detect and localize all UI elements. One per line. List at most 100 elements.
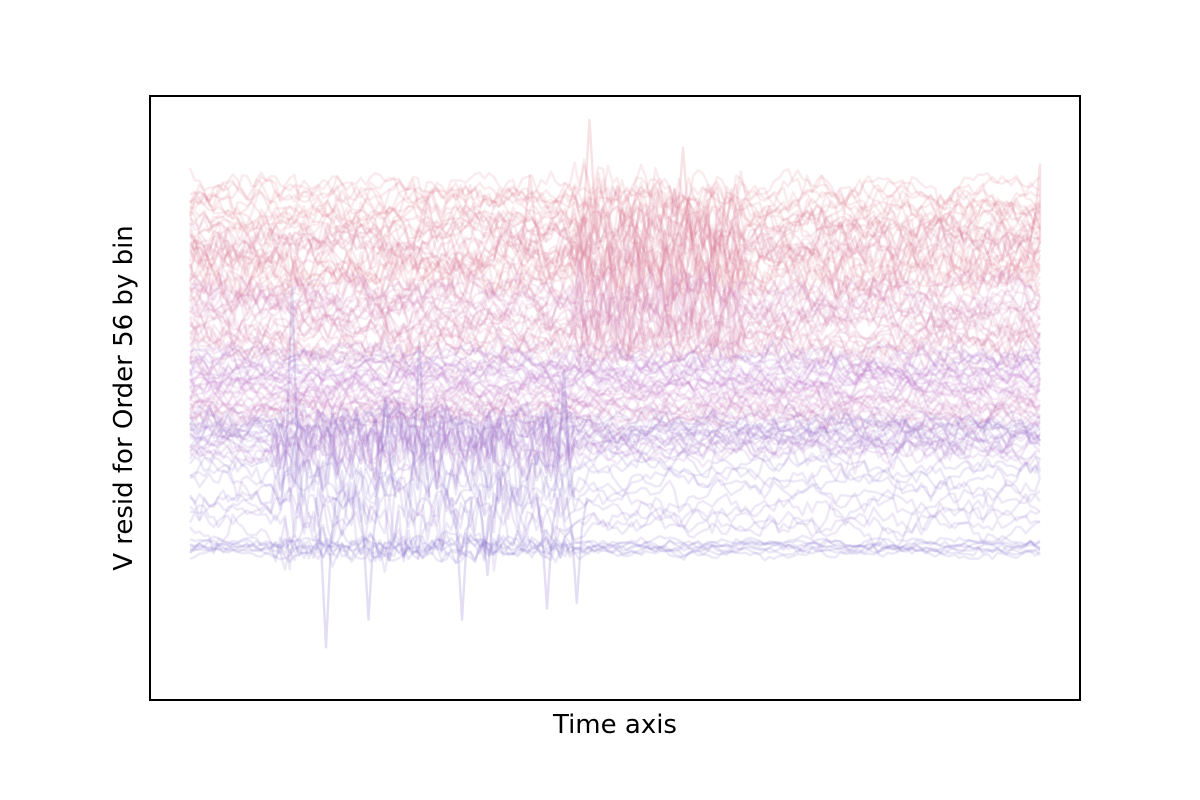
series-line-116 xyxy=(189,449,1042,518)
series-line-76 xyxy=(189,366,1041,409)
series-line-89 xyxy=(189,392,1041,430)
series-line-128 xyxy=(189,533,1041,563)
series-line-49 xyxy=(189,291,1042,358)
series-line-60 xyxy=(188,334,1042,371)
series-line-111 xyxy=(189,421,1042,484)
series-line-58 xyxy=(189,319,1041,377)
series-spike-5 xyxy=(408,340,431,498)
series-line-42 xyxy=(188,264,1042,335)
series-line-25 xyxy=(189,226,1041,301)
series-line-115 xyxy=(189,437,1041,507)
series-spike-15 xyxy=(629,202,652,243)
series-line-14 xyxy=(188,188,1042,268)
series-line-79 xyxy=(188,374,1042,408)
series-spike-9 xyxy=(518,174,542,243)
series-line-102 xyxy=(189,401,1042,478)
series-line-104 xyxy=(189,404,1042,472)
series-line-1 xyxy=(189,163,1042,228)
series-line-70 xyxy=(189,355,1042,392)
series-spike-3 xyxy=(357,497,380,621)
series-line-29 xyxy=(188,198,1041,316)
series-line-77 xyxy=(188,367,1041,403)
series-line-125 xyxy=(189,529,1041,563)
series-line-118 xyxy=(188,459,1041,526)
series-line-31 xyxy=(188,237,1041,318)
series-line-53 xyxy=(189,307,1041,367)
series-line-84 xyxy=(188,386,1041,421)
series-spike-8 xyxy=(476,497,499,577)
series-line-106 xyxy=(189,399,1041,486)
series-spike-10 xyxy=(535,497,559,610)
series-line-12 xyxy=(188,190,1042,259)
series-line-129 xyxy=(189,539,1041,571)
series-line-80 xyxy=(189,374,1041,411)
series-line-66 xyxy=(189,347,1041,390)
series-line-130 xyxy=(189,540,1041,568)
series-line-64 xyxy=(189,339,1042,379)
series-line-61 xyxy=(189,334,1042,370)
series-line-43 xyxy=(188,267,1041,339)
series-line-124 xyxy=(189,529,1041,553)
series-line-17 xyxy=(189,189,1042,277)
series-line-126 xyxy=(189,526,1041,559)
series-spike-16 xyxy=(671,146,695,243)
series-line-119 xyxy=(189,462,1041,528)
series-line-74 xyxy=(189,362,1041,398)
y-axis-label: V resid for Order 56 by bin xyxy=(109,225,139,571)
series-spike-1 xyxy=(314,497,338,649)
series-spike-14 xyxy=(620,218,644,243)
series-line-63 xyxy=(189,335,1041,383)
series-line-3 xyxy=(189,164,1041,224)
series-line-50 xyxy=(189,296,1041,360)
series-line-90 xyxy=(188,398,1041,434)
series-line-85 xyxy=(189,388,1042,423)
series-line-35 xyxy=(188,241,1042,335)
series-line-82 xyxy=(189,381,1041,419)
series-line-52 xyxy=(188,305,1041,367)
series-line-18 xyxy=(188,196,1041,304)
series-line-41 xyxy=(188,268,1041,334)
series-line-22 xyxy=(189,206,1042,312)
series-line-83 xyxy=(188,381,1041,421)
plot-frame xyxy=(149,95,1081,701)
series-line-122 xyxy=(188,482,1041,571)
series-line-32 xyxy=(188,245,1042,339)
series-line-30 xyxy=(188,234,1041,331)
series-line-27 xyxy=(188,220,1041,302)
series-line-103 xyxy=(188,396,1041,482)
series-line-96 xyxy=(189,404,1041,441)
series-line-39 xyxy=(189,263,1042,351)
series-line-88 xyxy=(188,389,1042,431)
series-line-15 xyxy=(189,186,1042,284)
series-line-11 xyxy=(189,181,1041,265)
series-line-48 xyxy=(189,289,1042,353)
series-line-75 xyxy=(188,363,1041,403)
series-line-59 xyxy=(189,327,1041,380)
series-line-110 xyxy=(189,399,1041,487)
series-line-99 xyxy=(189,392,1042,464)
series-spike-0 xyxy=(280,285,304,498)
series-spike-6 xyxy=(416,196,440,243)
series-line-9 xyxy=(189,195,1041,245)
series-line-107 xyxy=(188,407,1041,482)
series-line-38 xyxy=(189,264,1041,339)
series-line-81 xyxy=(189,379,1041,422)
series-line-93 xyxy=(189,398,1041,438)
series-line-37 xyxy=(189,256,1041,326)
series-line-114 xyxy=(189,430,1042,508)
series-line-47 xyxy=(188,263,1041,365)
series-line-131 xyxy=(189,539,1041,573)
series-line-13 xyxy=(189,202,1042,264)
series-line-33 xyxy=(189,240,1042,332)
series-line-120 xyxy=(189,471,1041,559)
series-line-23 xyxy=(189,214,1042,306)
series-line-105 xyxy=(189,403,1042,488)
series-spike-17 xyxy=(714,218,737,243)
series-line-78 xyxy=(188,365,1041,413)
series-line-21 xyxy=(188,203,1042,289)
series-spike-13 xyxy=(578,118,601,243)
series-line-117 xyxy=(189,447,1042,511)
